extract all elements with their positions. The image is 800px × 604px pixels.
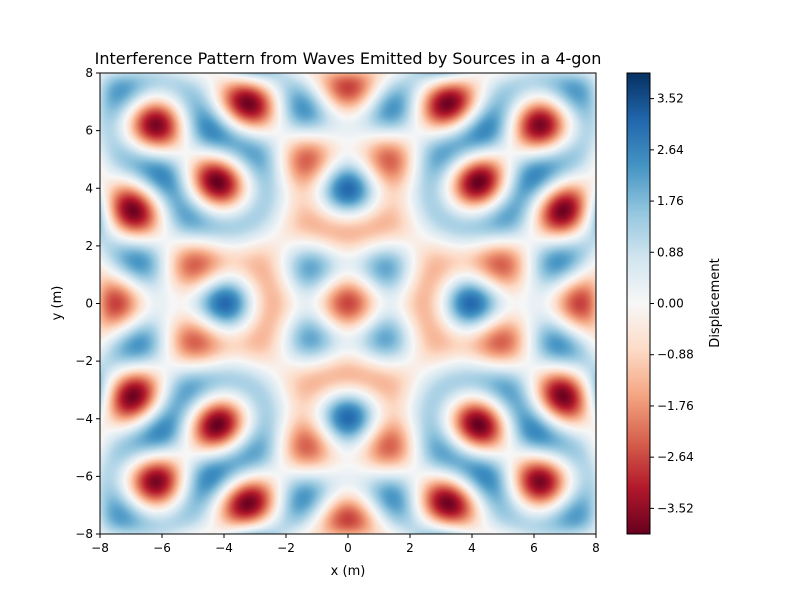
y-axis-label: y (m) — [50, 286, 65, 321]
x-tick-label: −2 — [277, 541, 295, 555]
x-tick-label: 8 — [592, 541, 600, 555]
x-axis: −8 −6 −4 −2 0 2 4 6 8 — [91, 534, 600, 555]
colorbar-tick-label: −3.52 — [657, 501, 694, 515]
y-tick-label: −4 — [75, 412, 93, 426]
colorbar-tick-label: −1.76 — [657, 399, 694, 413]
colorbar-ticks: −3.52 −2.64 −1.76 −0.88 0.00 0.88 1.76 2.64 3.52 — [650, 92, 694, 515]
y-axis: −8 −6 −4 −2 0 2 4 6 8 — [75, 66, 100, 541]
y-tick-label: −6 — [75, 469, 93, 483]
y-tick-label: 2 — [85, 239, 93, 253]
colorbar-tick-label: 3.52 — [657, 92, 684, 106]
chart-title: Interference Pattern from Waves Emitted … — [95, 49, 602, 68]
colorbar-gradient — [627, 73, 650, 534]
colorbar-tick-label: −2.64 — [657, 450, 694, 464]
x-tick-label: −8 — [91, 541, 109, 555]
y-tick-label: −8 — [75, 527, 93, 541]
x-tick-label: 6 — [530, 541, 538, 555]
colorbar-tick-label: 0.00 — [657, 297, 684, 311]
x-tick-label: −4 — [215, 541, 233, 555]
heatmap-image — [100, 73, 596, 534]
x-axis-label: x (m) — [331, 564, 366, 579]
x-tick-label: 4 — [468, 541, 476, 555]
colorbar-label: Displacement — [708, 258, 723, 347]
colorbar-tick-label: 0.88 — [657, 245, 684, 259]
colorbar: −3.52 −2.64 −1.76 −0.88 0.00 0.88 1.76 2.64 3.52… — [626, 72, 723, 535]
x-tick-label: −6 — [153, 541, 171, 555]
colorbar-tick-label: −0.88 — [657, 348, 694, 362]
x-tick-label: 2 — [406, 541, 414, 555]
y-tick-label: 4 — [85, 181, 93, 195]
y-tick-label: 8 — [85, 66, 93, 80]
colorbar-tick-label: 1.76 — [657, 194, 684, 208]
y-tick-label: 6 — [85, 124, 93, 138]
x-tick-label: 0 — [344, 541, 352, 555]
plot-area — [99, 72, 597, 535]
colorbar-tick-label: 2.64 — [657, 143, 684, 157]
y-tick-label: 0 — [85, 297, 93, 311]
y-tick-label: −2 — [75, 354, 93, 368]
